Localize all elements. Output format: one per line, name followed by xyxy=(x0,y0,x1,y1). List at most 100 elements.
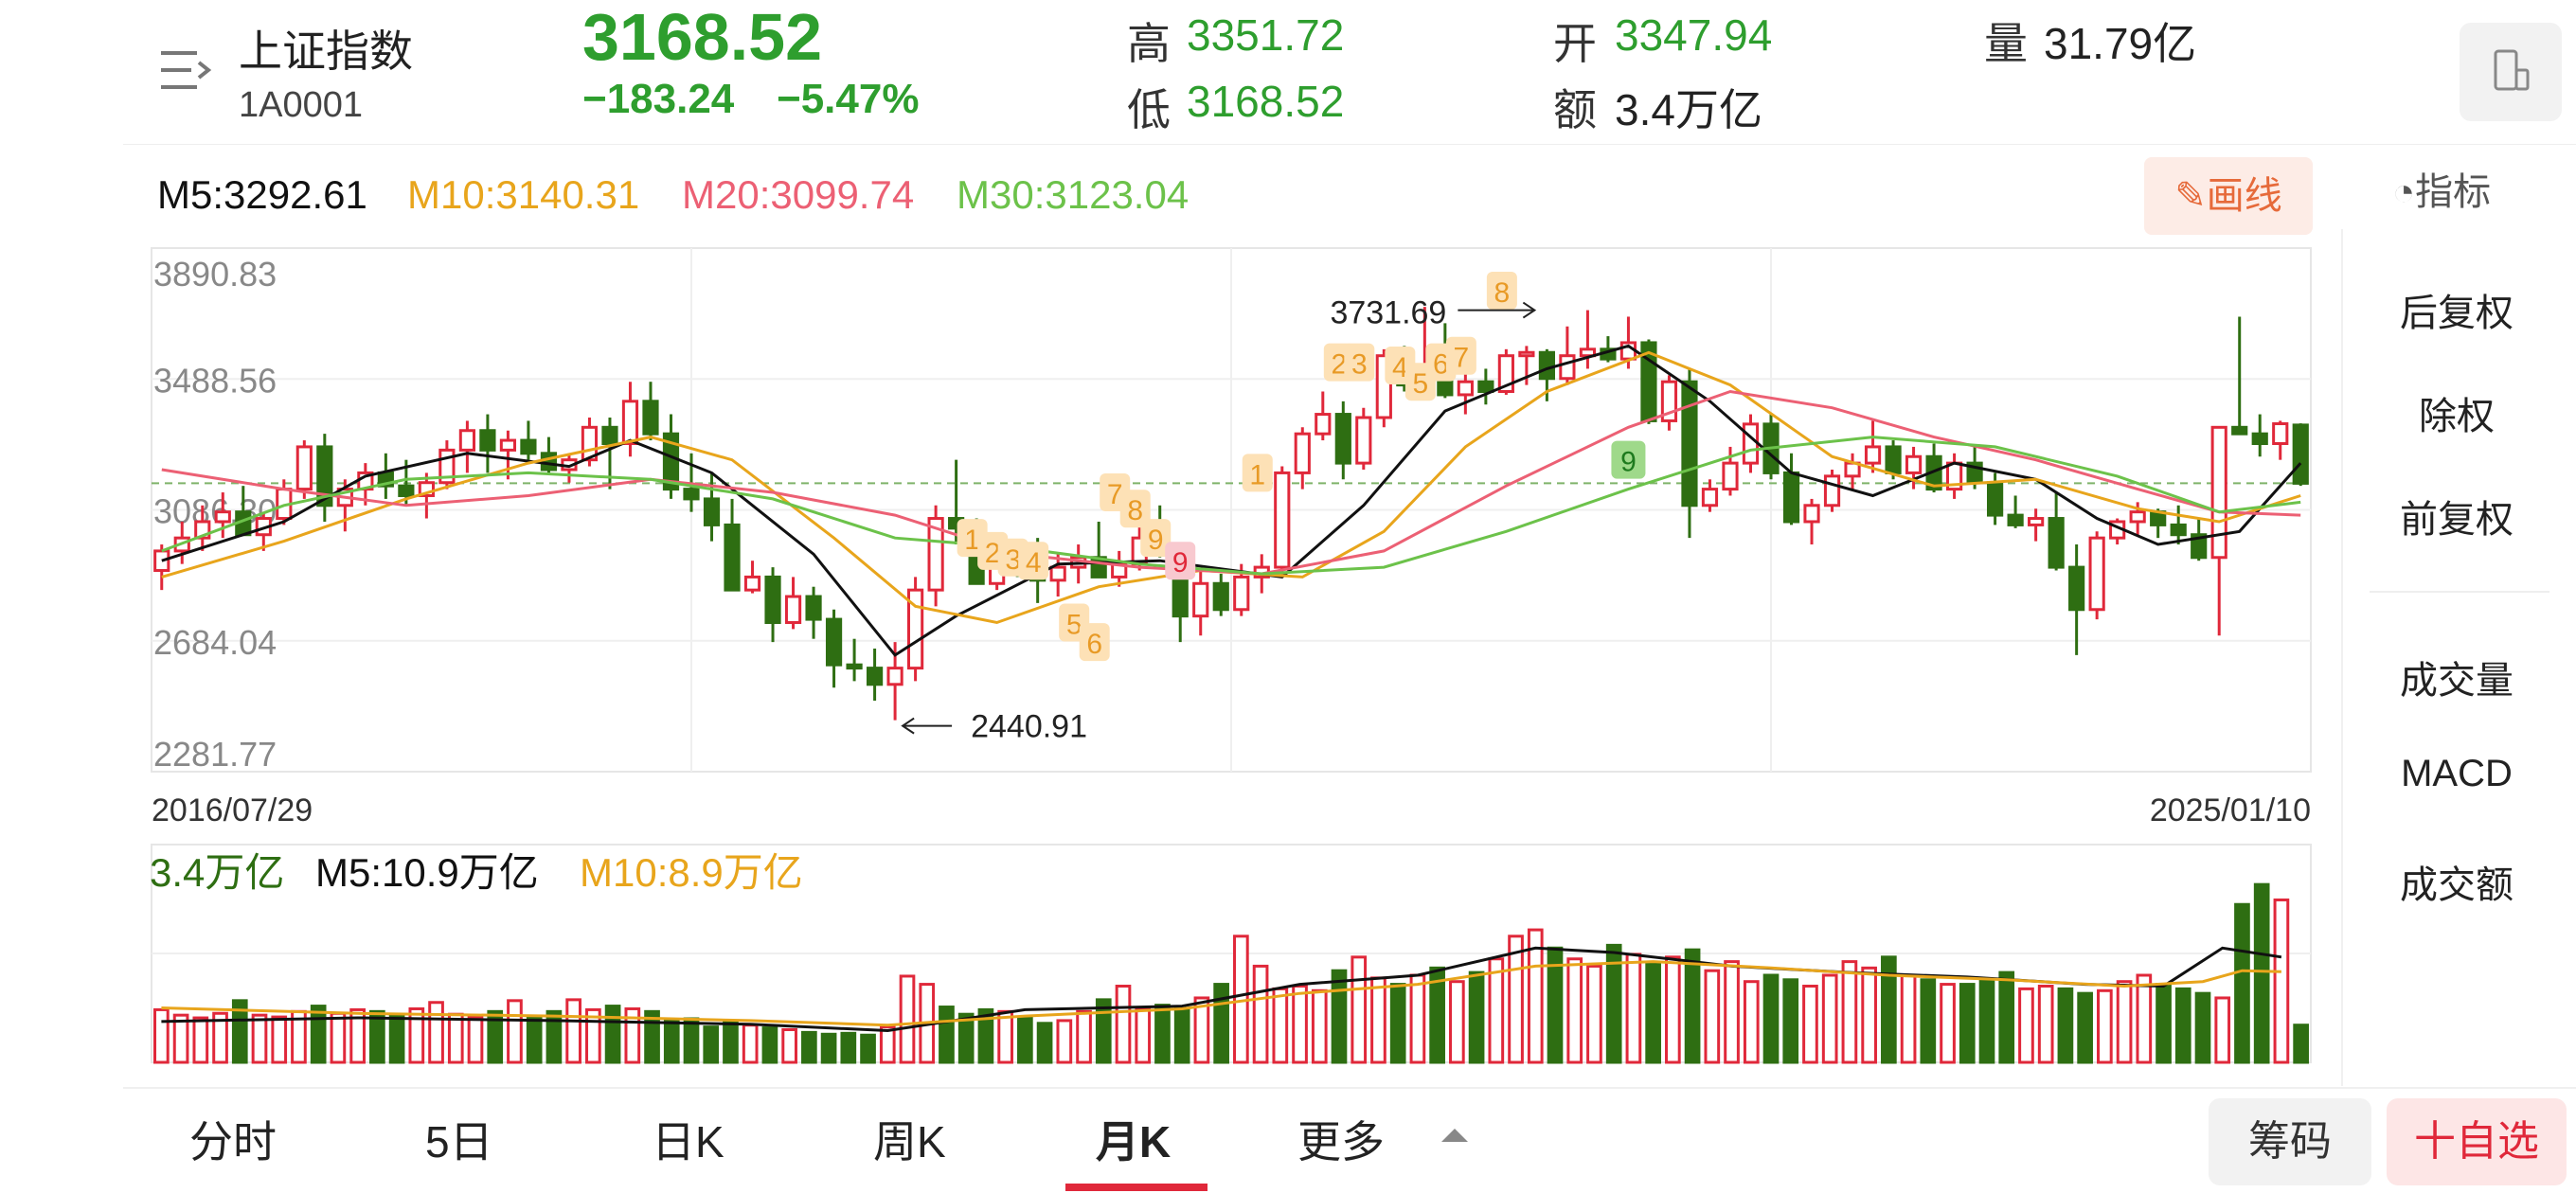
caret-up-icon[interactable] xyxy=(1441,1129,1468,1142)
tab-intraday[interactable]: 分时 xyxy=(189,1117,277,1166)
candle xyxy=(1477,368,1494,405)
volume-bar xyxy=(820,1032,837,1064)
max-price-label: 3731.69 xyxy=(1330,295,1446,331)
candle-body xyxy=(662,432,680,491)
volume-label: 量 xyxy=(1984,19,2028,68)
tab-weekly-k[interactable]: 周K xyxy=(873,1117,946,1166)
volume-bar xyxy=(1605,943,1622,1064)
td-marker: 7 xyxy=(1445,336,1476,375)
sidebar-item-turnover[interactable]: 成交额 xyxy=(2400,864,2513,906)
volume-bar xyxy=(1429,966,1445,1064)
candle-body xyxy=(784,595,802,625)
candle xyxy=(1457,368,1474,415)
indicator-label: 指标 xyxy=(2415,171,2492,213)
td-marker-label: 2 xyxy=(985,538,1001,569)
candle-body xyxy=(1212,581,1229,612)
ma10-legend: M10:3140.31 xyxy=(407,172,640,217)
volume-bar xyxy=(1017,1016,1033,1064)
tab-5day[interactable]: 5日 xyxy=(425,1117,493,1166)
candle xyxy=(743,561,761,594)
volume-bar xyxy=(251,1013,268,1064)
volume-bar xyxy=(1900,973,1917,1064)
volume-bar xyxy=(1762,973,1780,1064)
tab-more[interactable]: 更多 xyxy=(1297,1117,1385,1166)
open-label: 开 xyxy=(1553,19,1597,68)
td-marker-bg xyxy=(1445,336,1476,375)
volume-bar xyxy=(1665,955,1681,1064)
sidebar-item-volume[interactable]: 成交量 xyxy=(2400,660,2513,702)
volume-bar xyxy=(1056,1019,1073,1064)
candle-body xyxy=(2272,422,2289,445)
volume-bar xyxy=(1978,978,1995,1064)
td-marker: 6 xyxy=(1079,623,1110,662)
tab-monthly-k[interactable]: 月K xyxy=(1096,1117,1172,1166)
volume-bar xyxy=(2293,1024,2309,1064)
volume-bar xyxy=(1645,962,1661,1064)
candle-body xyxy=(2210,425,2227,560)
volume-bar xyxy=(723,1021,739,1064)
candle xyxy=(846,638,863,682)
price-change-pct: −5.47% xyxy=(777,76,920,122)
td-marker-label: 9 xyxy=(1148,525,1164,556)
menu-icon[interactable] xyxy=(159,47,212,93)
candle xyxy=(1660,375,1678,431)
td-marker-bg xyxy=(1079,623,1110,662)
sidebar-item-ex-rights[interactable]: 除权 xyxy=(2419,396,2495,437)
volume-bar xyxy=(939,1006,955,1064)
candle-body xyxy=(825,617,843,667)
sidebar-item-forward-adjusted[interactable]: 前复权 xyxy=(2400,499,2513,541)
candle xyxy=(377,453,394,499)
volume-bar xyxy=(2018,987,2034,1064)
volume-bar xyxy=(1586,964,1602,1064)
tab-daily-k[interactable]: 日K xyxy=(652,1117,724,1166)
add-watchlist-button[interactable]: 十自选 xyxy=(2387,1098,2567,1185)
candle xyxy=(316,434,333,522)
volume-bar xyxy=(2234,902,2250,1064)
volume-bar xyxy=(526,1016,543,1064)
candle xyxy=(1823,469,1841,512)
sidebar-item-back-adjusted[interactable]: 后复权 xyxy=(2400,293,2513,334)
ma30-legend: M30:3123.04 xyxy=(957,172,1190,217)
td-marker-bg xyxy=(1119,490,1151,528)
volume-bar xyxy=(2253,882,2270,1064)
draw-line-button[interactable]: ✎画线 xyxy=(2144,157,2313,235)
volume-bar xyxy=(231,999,248,1064)
td-marker: 8 xyxy=(1486,271,1517,310)
index-name: 上证指数 xyxy=(239,27,413,76)
candle-body xyxy=(214,510,231,524)
td-marker-bg xyxy=(1165,542,1196,580)
candle xyxy=(561,453,578,483)
td-marker-label: 9 xyxy=(1172,547,1189,579)
candle-body xyxy=(398,484,415,497)
volume-bar xyxy=(1684,948,1701,1064)
volume-value: 31.79亿 xyxy=(2044,19,2197,68)
candle xyxy=(1701,479,1719,512)
orientation-toggle-button[interactable] xyxy=(2460,23,2562,121)
volume-bar xyxy=(1115,985,1132,1064)
candle xyxy=(2150,508,2167,539)
volume-bar xyxy=(840,1031,857,1064)
candle-body xyxy=(2170,523,2187,537)
candle-body xyxy=(724,523,741,592)
candle-body xyxy=(1579,347,1597,358)
volume-bar xyxy=(1095,998,1112,1064)
volume-bar xyxy=(1076,1009,1092,1064)
candle-body xyxy=(499,438,517,452)
volume-bar xyxy=(1036,1022,1053,1064)
candle xyxy=(2028,508,2045,542)
sidebar-item-macd[interactable]: MACD xyxy=(2401,753,2513,794)
volume-bar xyxy=(349,1007,366,1064)
td-marker: 8 xyxy=(1119,490,1151,528)
candle-body xyxy=(642,400,659,436)
candle xyxy=(1864,420,1882,473)
kline-chart[interactable]: 3890.833488.563086.302684.042281.7712345… xyxy=(0,0,2576,1098)
candle xyxy=(1111,550,1128,587)
volume-ma-line-m10 xyxy=(161,960,2281,1027)
chips-button[interactable]: 筹码 xyxy=(2209,1098,2371,1185)
volume-bar xyxy=(1704,969,1721,1064)
volume-bar xyxy=(330,1011,347,1064)
volume-bar xyxy=(1389,983,1406,1064)
td-marker-green: 9 xyxy=(1611,440,1646,479)
indicator-button[interactable]: ◔指标 xyxy=(2392,161,2491,216)
volume-bar xyxy=(2037,985,2054,1064)
